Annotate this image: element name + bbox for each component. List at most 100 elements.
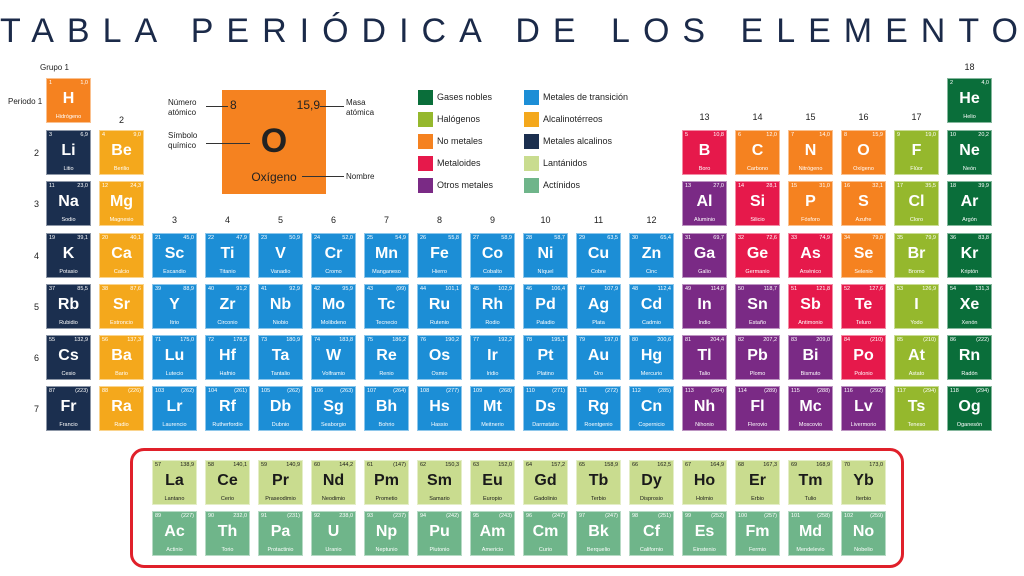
element-cell-te: 52 127,6 Te Teluro <box>841 284 886 329</box>
element-cell-rh: 45 102,9 Rh Rodio <box>470 284 515 329</box>
element-cell-sc: 21 45,0 Sc Escandio <box>152 233 197 278</box>
element-cell-ra: 88 (226) Ra Radio <box>99 386 144 431</box>
element-number: 40 <box>208 286 215 292</box>
element-name: Volframio <box>322 371 345 377</box>
element-cell-ts: 117 (294) Ts Teneso <box>894 386 939 431</box>
element-symbol: Rn <box>958 347 981 364</box>
element-number: 77 <box>473 337 480 343</box>
element-symbol: W <box>325 347 342 364</box>
element-cell-au: 79 197,0 Au Oro <box>576 335 621 380</box>
legend-swatch <box>418 90 433 105</box>
element-mass: 126,9 <box>922 286 936 292</box>
element-mass: 95,9 <box>342 286 353 292</box>
element-number: 111 <box>579 388 588 394</box>
element-symbol: Ar <box>960 193 979 210</box>
group-number-14: 14 <box>752 112 763 122</box>
element-number: 22 <box>208 235 215 241</box>
element-cell-lv: 116 (292) Lv Livermorio <box>841 386 886 431</box>
group-number-11: 11 <box>593 215 604 225</box>
key-label-number: Número atómico <box>168 98 197 117</box>
element-mass: 58,9 <box>501 235 512 241</box>
element-symbol: Ni <box>537 245 554 262</box>
element-number: 28 <box>526 235 533 241</box>
element-symbol: La <box>165 472 184 489</box>
element-number: 44 <box>420 286 427 292</box>
element-name: Teneso <box>907 422 926 428</box>
element-name: Hidrógeno <box>55 114 82 120</box>
element-name: Cinc <box>645 269 657 275</box>
element-cell-ni: 28 58,7 Ni Níquel <box>523 233 568 278</box>
element-cell-n: 7 14,0 N Nitrógeno <box>788 130 833 175</box>
element-number: 54 <box>950 286 957 292</box>
element-mass: 112,4 <box>657 286 671 292</box>
period-number-4: 4 <box>34 251 40 261</box>
element-cell-s: 16 32,1 S Azufre <box>841 181 886 226</box>
element-name: Teluro <box>856 320 871 326</box>
element-number: 15 <box>791 183 798 189</box>
element-symbol: Ra <box>111 398 132 415</box>
element-symbol: Lu <box>164 347 185 364</box>
element-mass: 162,5 <box>657 462 671 468</box>
element-mass: 15,9 <box>872 132 883 138</box>
element-cell-la: 57 138,9 La Lantano <box>152 460 197 505</box>
element-mass: 39,9 <box>978 183 989 189</box>
element-symbol: Tm <box>798 472 823 489</box>
element-symbol: Cm <box>532 523 559 540</box>
element-cell-fe: 26 55,8 Fe Hierro <box>417 233 462 278</box>
element-number: 68 <box>738 462 745 468</box>
group-number-5: 5 <box>277 215 283 225</box>
element-name: Antimonio <box>798 320 823 326</box>
element-cell-pm: 61 (147) Pm Prometio <box>364 460 409 505</box>
legend-label: Gases nobles <box>437 92 493 102</box>
element-name: Polonio <box>854 371 873 377</box>
element-symbol: Nd <box>322 472 345 489</box>
element-symbol: At <box>908 347 925 364</box>
element-cell-k: 19 39,1 K Potasio <box>46 233 91 278</box>
element-name: Cloro <box>909 217 924 223</box>
element-number: 58 <box>208 462 215 468</box>
element-mass: 83,8 <box>978 235 989 241</box>
element-mass: 183,8 <box>339 337 353 343</box>
element-name: Cobalto <box>483 269 502 275</box>
element-number: 52 <box>844 286 851 292</box>
element-name: Sodio <box>61 217 76 223</box>
element-name: Silicio <box>750 217 765 223</box>
element-name: Bismuto <box>800 371 821 377</box>
element-name: Bario <box>115 371 128 377</box>
element-number: 49 <box>685 286 692 292</box>
element-symbol: Ac <box>164 523 185 540</box>
element-number: 108 <box>420 388 430 394</box>
element-mass: (247) <box>605 513 618 519</box>
element-number: 2 <box>950 80 954 86</box>
element-symbol: Sb <box>800 296 821 313</box>
element-cell-re: 75 186,2 Re Renio <box>364 335 409 380</box>
element-symbol: Zn <box>641 245 662 262</box>
element-symbol: Ta <box>271 347 290 364</box>
element-symbol: Mt <box>483 398 502 415</box>
element-name: Meitnerio <box>481 422 504 428</box>
element-name: Yodo <box>910 320 923 326</box>
element-symbol: Ds <box>535 398 556 415</box>
element-name: Moscovio <box>798 422 823 428</box>
element-number: 55 <box>49 337 56 343</box>
element-symbol: Y <box>169 296 180 313</box>
element-symbol: As <box>800 245 821 262</box>
element-name: Cromo <box>325 269 342 275</box>
element-cell-li: 3 6,9 Li Litio <box>46 130 91 175</box>
element-cell-cr: 24 52,0 Cr Cromo <box>311 233 356 278</box>
element-name: Prometio <box>375 496 398 502</box>
element-cell-ti: 22 47,9 Ti Titanio <box>205 233 250 278</box>
element-number: 35 <box>897 235 904 241</box>
element-name: Cadmio <box>642 320 661 326</box>
element-name: Protactinio <box>267 547 294 553</box>
element-cell-sn: 50 118,7 Sn Estaño <box>735 284 780 329</box>
element-name: Lutecio <box>165 371 184 377</box>
element-number: 78 <box>526 337 533 343</box>
element-symbol: Tc <box>377 296 396 313</box>
element-cell-og: 118 (294) Og Oganesón <box>947 386 992 431</box>
element-mass: (263) <box>340 388 353 394</box>
element-cell-rf: 104 (261) Rf Rutherfordio <box>205 386 250 431</box>
element-name: Einstenio <box>693 547 716 553</box>
element-mass: 32,1 <box>872 183 883 189</box>
element-mass: (294) <box>976 388 989 394</box>
